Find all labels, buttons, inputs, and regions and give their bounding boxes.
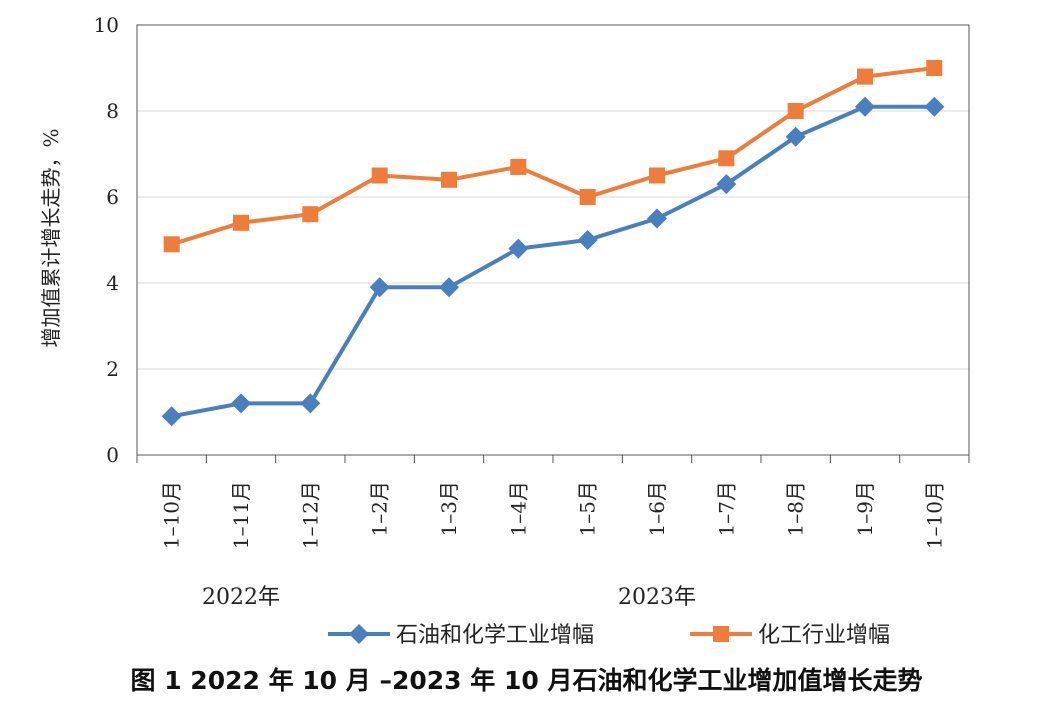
y-tick-label: 2 (106, 357, 119, 381)
year-labels: 2022年 2023年 (202, 585, 696, 610)
x-tick-label: 1–6月 (645, 481, 669, 536)
x-tick-label: 1–4月 (506, 481, 530, 536)
series-line-0 (171, 104, 935, 419)
data-point-diamond (924, 96, 945, 117)
data-point-diamond (300, 393, 321, 414)
series-layer (161, 60, 945, 427)
grid (137, 110, 969, 370)
data-point-square (857, 68, 873, 85)
x-tick-label: 1–7月 (714, 481, 738, 536)
data-point-square (233, 214, 249, 231)
legend-label: 石油和化学工业增幅 (396, 623, 594, 648)
data-point-square (441, 171, 457, 188)
plot-frame (136, 24, 970, 456)
data-point-square (926, 60, 943, 76)
y-tick-label: 6 (106, 185, 119, 209)
x-tick-label: 1–3月 (437, 481, 461, 536)
legend-label: 化工行业增幅 (758, 623, 890, 648)
data-point-diamond (369, 277, 390, 298)
data-point-diamond (716, 174, 737, 195)
legend: 石油和化学工业增幅 化工行业增幅 (328, 623, 890, 648)
series-line-1 (171, 66, 935, 247)
year-label: 2022年 (202, 585, 280, 610)
data-point-diamond (161, 406, 182, 427)
x-tick-label: 1–5月 (576, 481, 600, 536)
data-point-square (649, 167, 665, 184)
x-tick-label: 1–8月 (784, 481, 808, 536)
y-tick-label: 8 (106, 99, 119, 123)
data-point-diamond (855, 96, 875, 117)
data-point-diamond (785, 126, 806, 147)
x-tick-label: 1–2月 (368, 481, 392, 536)
data-point-square (371, 167, 388, 184)
y-tick-label: 4 (106, 271, 119, 295)
year-label: 2023年 (618, 585, 696, 610)
x-tick-label: 1–9月 (853, 481, 877, 536)
data-point-square (718, 150, 735, 167)
y-axis-label: 增加值累计增长走势，% (39, 128, 63, 347)
x-tick-label: 1–10月 (922, 481, 946, 549)
legend-marker-diamond (349, 624, 369, 644)
x-tick-label: 1–10月 (160, 481, 184, 549)
y-tick-label: 0 (106, 443, 119, 467)
data-point-diamond (577, 230, 598, 250)
legend-marker-square (713, 626, 729, 642)
data-point-square (510, 158, 527, 175)
data-point-square (787, 103, 804, 119)
figure-caption: 图 1 2022 年 10 月 –2023 年 10 月石油和化学工业增加值增长… (130, 666, 923, 695)
data-point-diamond (231, 393, 251, 414)
data-point-diamond (439, 277, 459, 298)
y-tick-label: 10 (94, 13, 119, 37)
data-point-diamond (647, 208, 667, 229)
data-point-diamond (508, 238, 529, 259)
x-axis: 1–10月 1–11月 1–12月 1–2月 1–3月 1–4月 1–5月 1–6月 1–7月 1… (136, 455, 970, 549)
y-axis: 0 2 4 6 8 10 (94, 13, 119, 467)
data-point-square (163, 236, 180, 253)
x-tick-label: 1–12月 (298, 481, 322, 549)
data-point-square (579, 189, 596, 205)
data-point-square (302, 206, 319, 223)
x-tick-label: 1–11月 (229, 481, 253, 549)
